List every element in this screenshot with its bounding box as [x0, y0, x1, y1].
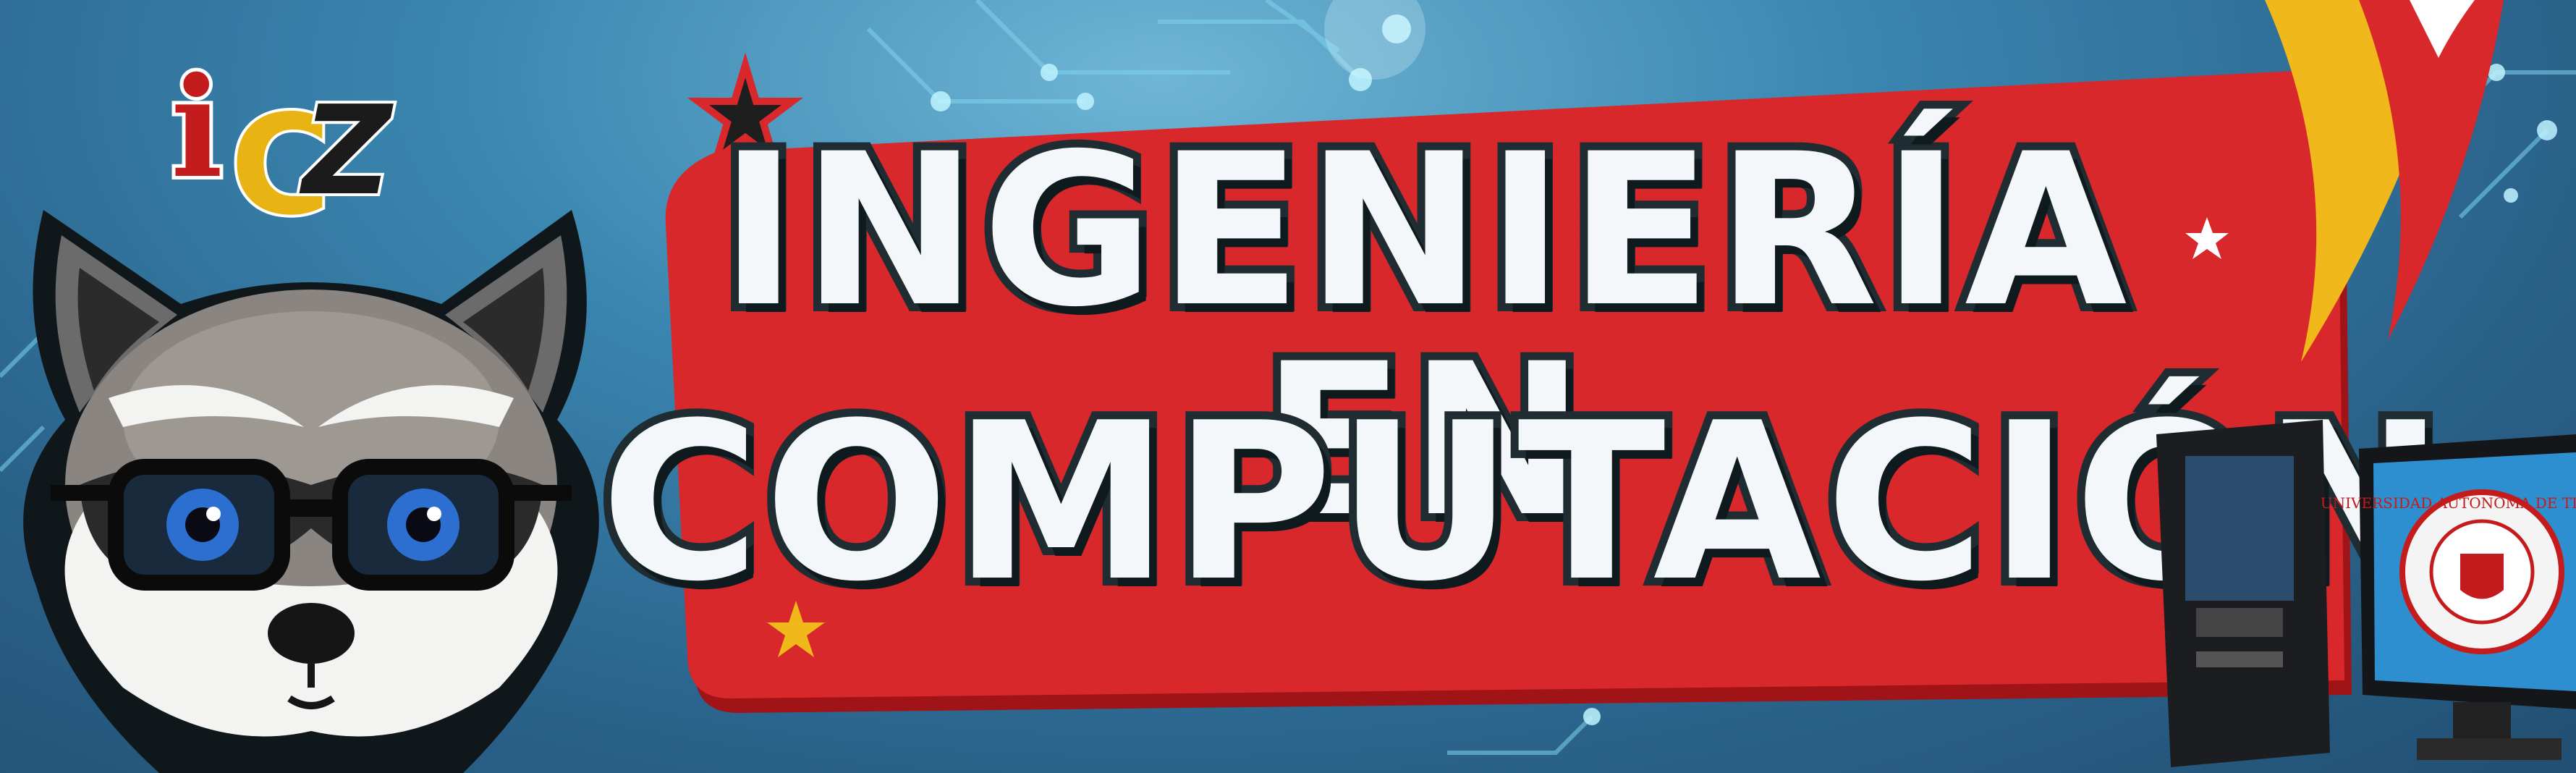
logo-letter-z: Z [300, 77, 394, 226]
title-line-1: INGENIERÍA EN [711, 109, 2135, 563]
raccoon-mascot-icon [23, 210, 599, 773]
university-seal-text: UNIVERSIDAD AUTONOMA DE TLAXCALA [2321, 494, 2576, 512]
logo-letter-c: C [227, 83, 334, 248]
desktop-computer-icon: UNIVERSIDAD AUTONOMA DE TLAXCALA [2156, 420, 2576, 767]
logo-letter-i: i [167, 43, 226, 212]
title-line-2: COMPUTACIÓN [593, 376, 2453, 629]
